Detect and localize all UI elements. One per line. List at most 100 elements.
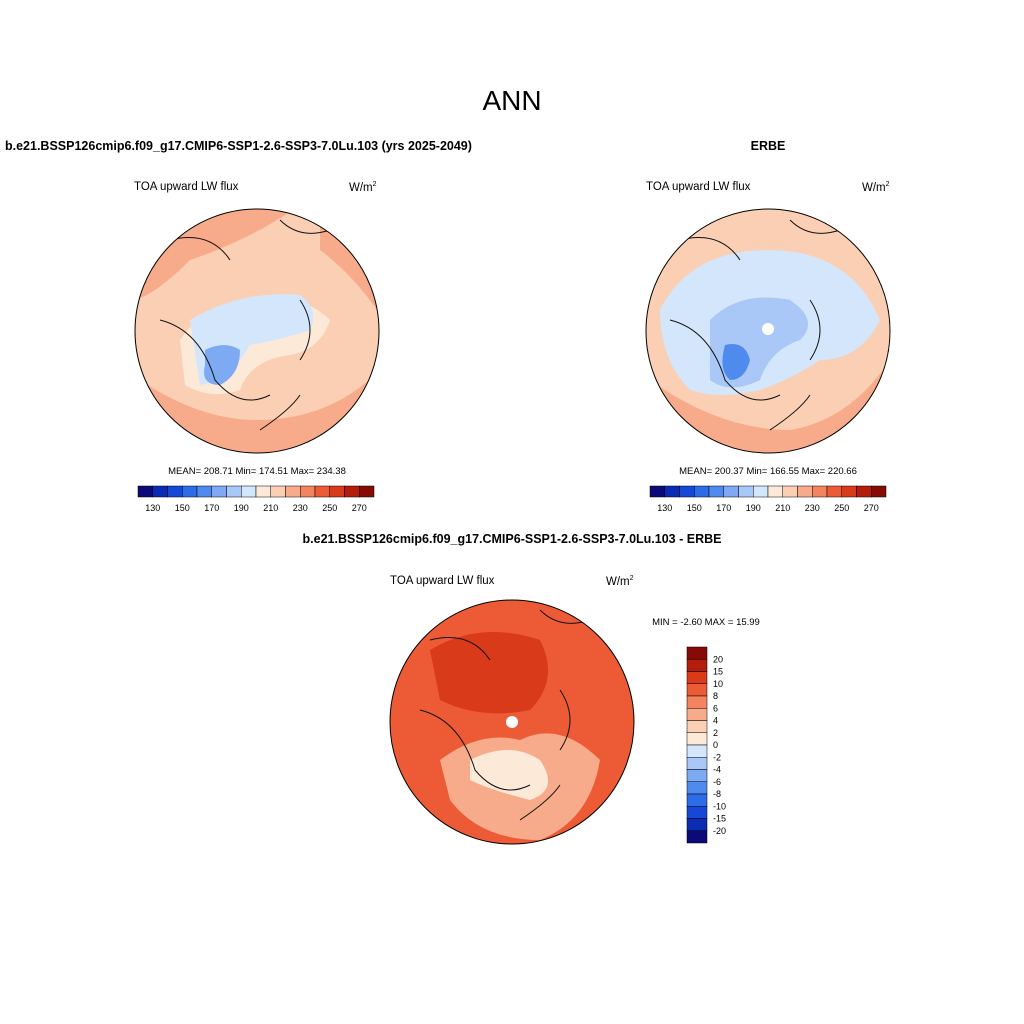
units: W/m2 (349, 181, 377, 194)
colorbar-label: -4 (713, 765, 721, 775)
units: W/m2 (606, 575, 634, 588)
colorbar-label: 270 (864, 503, 879, 513)
colorbar-box (686, 683, 708, 697)
colorbar-box (686, 818, 708, 831)
colorbar-label: 210 (263, 503, 278, 513)
colorbar-box (649, 485, 665, 498)
colorbar-box (871, 485, 887, 498)
units-base: W/m (349, 182, 373, 194)
colorbar-label: 150 (687, 503, 702, 513)
map-border (389, 599, 635, 845)
colorbar-label: 130 (657, 503, 672, 513)
units-base: W/m (606, 576, 630, 588)
colorbar-box (767, 485, 783, 498)
colorbar-box (686, 646, 708, 660)
colorbar-box (686, 806, 708, 819)
colorbar-label: 170 (204, 503, 219, 513)
colorbar-label: 170 (716, 503, 731, 513)
colorbar-box (738, 485, 754, 498)
colorbar-label: 230 (805, 503, 820, 513)
colorbar-box (270, 485, 286, 498)
map-border (134, 208, 380, 454)
units-superscript: 2 (630, 575, 634, 582)
colorbar-label: 0 (713, 740, 718, 750)
colorbar-box (686, 671, 708, 684)
colorbar-box (841, 485, 857, 498)
colorbar-box (753, 485, 769, 498)
stats: MEAN= 200.37 Min= 166.55 Max= 220.66 (679, 466, 857, 477)
colorbar-box (686, 708, 708, 721)
colorbar-box (167, 485, 183, 498)
colorbar-label: 6 (713, 703, 718, 713)
colorbar-label: 250 (322, 503, 337, 513)
map-border (645, 208, 891, 454)
colorbar-box (241, 485, 257, 498)
colorbar-box (686, 830, 708, 844)
colorbar-box (686, 732, 708, 746)
colorbar-box (708, 485, 724, 498)
colorbar-box (211, 485, 227, 498)
colorbar-label: 4 (713, 716, 718, 726)
colorbar-label: 15 (713, 667, 723, 677)
colorbar-label: -20 (713, 826, 726, 836)
panel-title: b.e21.BSSP126cmip6.f09_g17.CMIP6-SSP1-2.… (303, 532, 722, 546)
colorbar-box (686, 781, 708, 795)
units-superscript: 2 (373, 181, 377, 188)
units: W/m2 (862, 181, 890, 194)
colorbar-box (182, 485, 198, 498)
colorbar-box (255, 485, 271, 498)
colorbar-box (679, 485, 695, 498)
colorbar-box (686, 793, 708, 807)
colorbar-box (797, 485, 813, 498)
colorbar-box (314, 485, 330, 498)
colorbar-box (686, 744, 708, 758)
units-base: W/m (862, 182, 886, 194)
colorbar-box (686, 695, 708, 709)
colorbar-box (723, 485, 739, 498)
panel-title: ERBE (751, 139, 786, 153)
field-name: TOA upward LW flux (646, 181, 751, 193)
colorbar-label: 10 (713, 679, 723, 689)
colorbar-box (686, 757, 708, 770)
colorbar-label: 2 (713, 728, 718, 738)
colorbar-label: 210 (775, 503, 790, 513)
map (390, 600, 634, 844)
colorbar-box (826, 485, 842, 498)
colorbar-label: 130 (145, 503, 160, 513)
colorbar-box (226, 485, 242, 498)
colorbar-box (359, 485, 375, 498)
map (135, 209, 379, 453)
colorbar-label: -8 (713, 789, 721, 799)
colorbar-box (329, 485, 345, 498)
colorbar-box (694, 485, 710, 498)
colorbar-label: 8 (713, 691, 718, 701)
stats: MIN = -2.60 MAX = 15.99 (652, 617, 760, 628)
field-name: TOA upward LW flux (134, 181, 239, 193)
colorbar-box (137, 485, 153, 498)
colorbar-label: 250 (834, 503, 849, 513)
colorbar-box (300, 485, 316, 498)
map (646, 209, 890, 453)
colorbar-box (285, 485, 301, 498)
colorbar-label: -2 (713, 752, 721, 762)
figure-title: ANN (482, 85, 541, 116)
units-superscript: 2 (886, 181, 890, 188)
colorbar-box (686, 659, 708, 672)
colorbar-box (782, 485, 798, 498)
panel-title: b.e21.BSSP126cmip6.f09_g17.CMIP6-SSP1-2.… (5, 139, 472, 153)
colorbar-label: 190 (746, 503, 761, 513)
colorbar-label: -10 (713, 801, 726, 811)
field-name: TOA upward LW flux (390, 575, 495, 587)
colorbar-box (686, 720, 708, 733)
colorbar-label: 230 (293, 503, 308, 513)
colorbar-label: 270 (352, 503, 367, 513)
colorbar-label: 20 (713, 654, 723, 664)
stats: MEAN= 208.71 Min= 174.51 Max= 234.38 (168, 466, 346, 477)
colorbar-label: 150 (175, 503, 190, 513)
colorbar-label: 190 (234, 503, 249, 513)
colorbar-box (812, 485, 828, 498)
colorbar-box (152, 485, 168, 498)
colorbar-box (196, 485, 212, 498)
colorbar-box (856, 485, 872, 498)
